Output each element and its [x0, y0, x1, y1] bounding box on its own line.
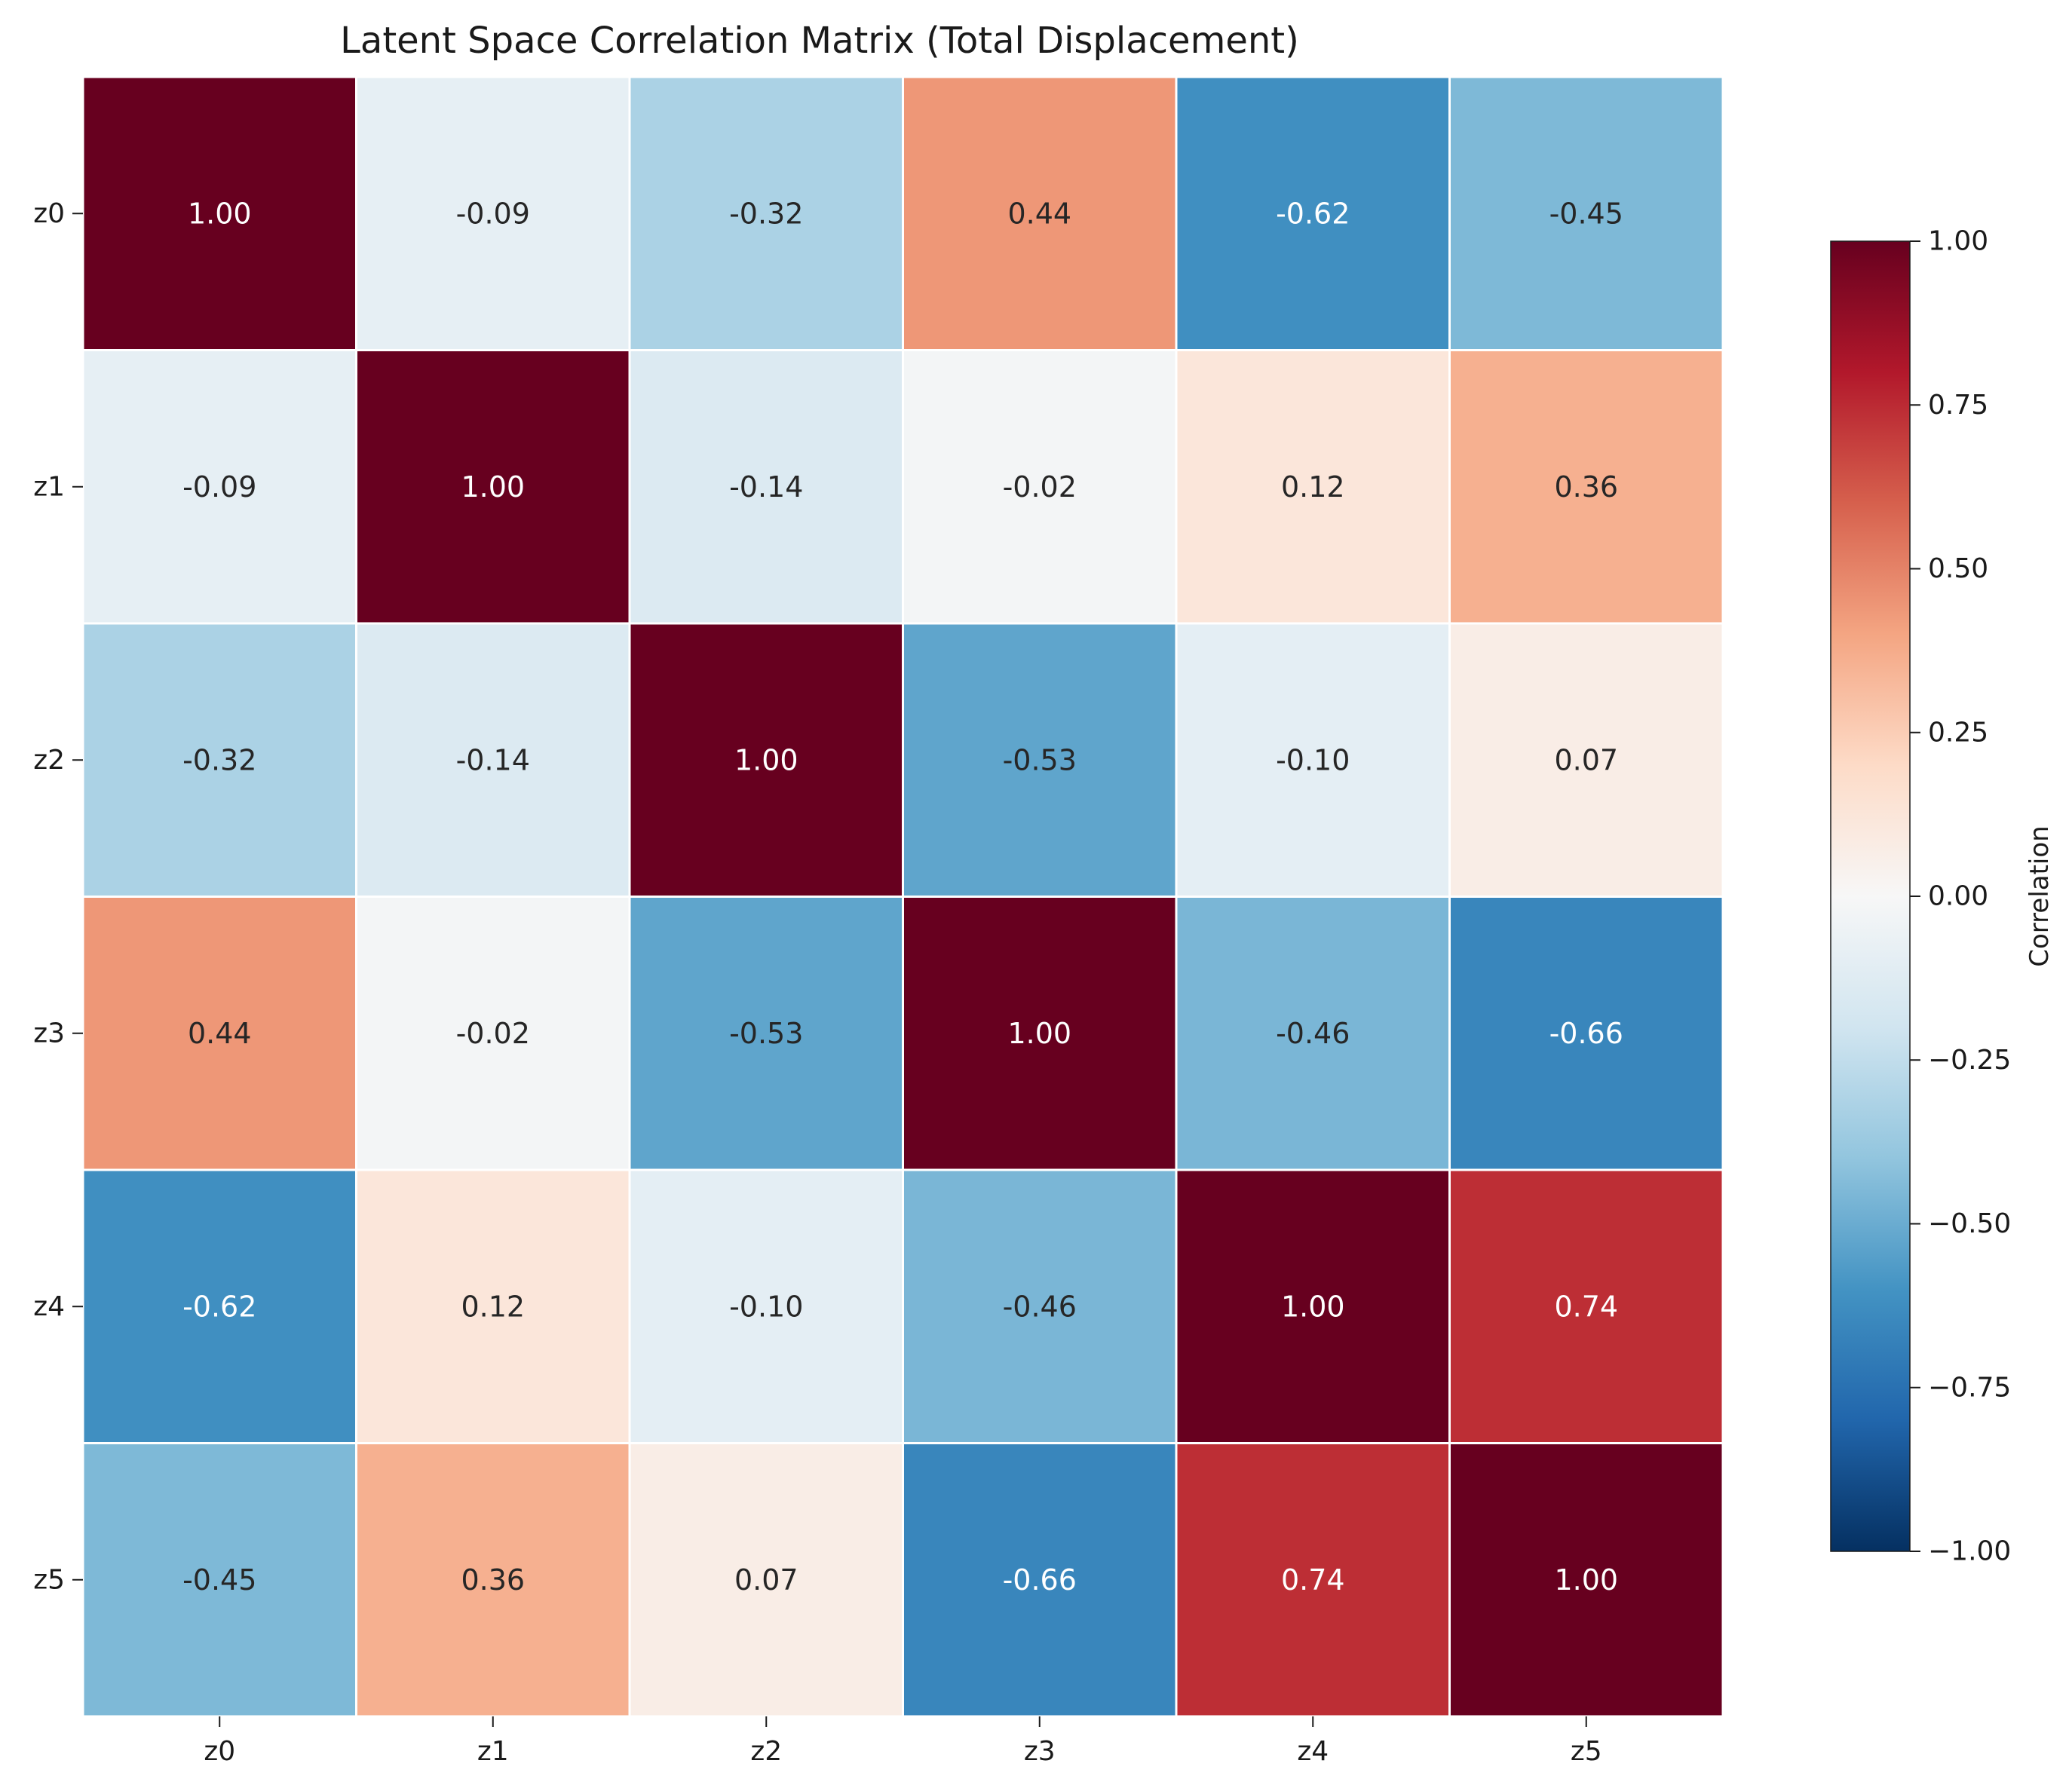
x-tick-label: z3: [1024, 1736, 1056, 1767]
cell-value-label: -0.32: [182, 743, 256, 776]
heatmap-cell-z3-z4: [1175, 896, 1451, 1171]
y-tick-label: z1: [33, 471, 65, 502]
cell-value-label: -0.46: [1276, 1017, 1350, 1050]
y-tick-label: z3: [33, 1018, 65, 1049]
cell-value-label: -0.62: [1276, 197, 1350, 230]
cell-value-label: -0.62: [182, 1290, 256, 1323]
heatmap-cell-z4-z0: [81, 1168, 357, 1444]
heatmap-cell-z2-z1: [355, 622, 631, 898]
x-tick-label: z1: [477, 1736, 509, 1767]
heatmap-cell-z0-z5: [1448, 75, 1724, 351]
chart-title: Latent Space Correlation Matrix (Total D…: [340, 20, 1299, 62]
heatmap-cell-z0-z1: [355, 75, 631, 351]
cell-value-label: 0.12: [461, 1290, 525, 1323]
heatmap-cells: [81, 75, 1724, 1718]
heatmap-cell-z5-z5: [1448, 1442, 1724, 1718]
colorbar-tick-label: 0.00: [1928, 881, 1988, 912]
cell-value-label: 1.00: [461, 470, 525, 504]
cell-value-label: 0.74: [1281, 1563, 1345, 1597]
colorbar-tick-label: 1.00: [1928, 226, 1988, 257]
cell-value-label: -0.14: [456, 743, 530, 776]
heatmap-cell-z1-z3: [902, 349, 1178, 625]
heatmap-cell-z2-z0: [81, 622, 357, 898]
heatmap-cell-z3-z0: [81, 896, 357, 1171]
colorbar-tick-label: 0.25: [1928, 717, 1988, 748]
heatmap-cell-z5-z4: [1175, 1442, 1451, 1718]
heatmap-cell-z2-z4: [1175, 622, 1451, 898]
cell-value-label: -0.32: [729, 197, 803, 230]
colorbar: 1.00 0.75 0.50 0.25 0.00 −0.25 −0.50 −0.75 −1.00…: [1830, 226, 2055, 1567]
cell-value-label: 0.36: [461, 1563, 525, 1597]
heatmap-cell-z0-z3: [902, 75, 1178, 351]
cell-value-label: -0.09: [456, 197, 530, 230]
heatmap-cell-z0-z2: [628, 75, 904, 351]
cell-value-label: 0.74: [1554, 1290, 1618, 1323]
heatmap-cell-z4-z3: [902, 1168, 1178, 1444]
cell-value-label: -0.66: [1003, 1563, 1077, 1597]
cell-value-label: -0.66: [1549, 1017, 1623, 1050]
cell-value-label: 0.44: [188, 1017, 252, 1050]
y-axis: z0 z1 z2 z3 z4 z5: [33, 198, 83, 1595]
heatmap-cell-z3-z1: [355, 896, 631, 1171]
heatmap-cell-z4-z4: [1175, 1168, 1451, 1444]
cell-value-label: 0.07: [734, 1563, 798, 1597]
heatmap-cell-z0-z0: [81, 75, 357, 351]
cell-value-label: 1.00: [1281, 1290, 1345, 1323]
x-tick-label: z0: [204, 1736, 235, 1767]
cell-value-label: -0.53: [1003, 743, 1077, 776]
colorbar-ticks: 1.00 0.75 0.50 0.25 0.00 −0.25 −0.50 −0.75 −1.00: [1910, 226, 2011, 1567]
y-tick-label: z4: [33, 1291, 65, 1322]
cell-value-label: -0.45: [182, 1563, 256, 1597]
heatmap-cell-z4-z5: [1448, 1168, 1724, 1444]
x-axis: z0 z1 z2 z3 z4 z5: [204, 1716, 1602, 1767]
colorbar-tick-label: 0.50: [1928, 553, 1988, 584]
cell-value-label: 1.00: [1007, 1017, 1071, 1050]
heatmap-cell-z3-z3: [902, 896, 1178, 1171]
cell-value-label: 1.00: [1554, 1563, 1618, 1597]
y-tick-label: z2: [33, 745, 65, 776]
cell-value-label: 0.36: [1554, 470, 1618, 504]
colorbar-tick-label: 0.75: [1928, 390, 1988, 421]
cell-value-label: -0.46: [1003, 1290, 1077, 1323]
cell-value-label: -0.09: [182, 470, 256, 504]
heatmap-cell-z2-z5: [1448, 622, 1724, 898]
heatmap-cell-z2-z2: [628, 622, 904, 898]
cell-value-label: -0.53: [729, 1017, 803, 1050]
cell-value-label: -0.10: [1276, 743, 1350, 776]
x-tick-label: z2: [750, 1736, 782, 1767]
cell-value-label: 0.12: [1281, 470, 1345, 504]
cell-value-label: 0.44: [1007, 197, 1071, 230]
cell-value-label: 1.00: [734, 743, 798, 776]
heatmap-cell-labels: 1.00 -0.09 -0.32 0.44 -0.62 -0.45 -0.09 1.00 -0.…: [182, 197, 1623, 1597]
colorbar-tick-label: −0.50: [1928, 1208, 2011, 1239]
cell-value-label: -0.02: [1003, 470, 1077, 504]
colorbar-tick-label: −1.00: [1928, 1536, 2011, 1567]
cell-value-label: -0.14: [729, 470, 803, 504]
y-tick-label: z5: [33, 1564, 65, 1595]
cell-value-label: -0.10: [729, 1290, 803, 1323]
x-tick-label: z5: [1571, 1736, 1602, 1767]
cell-value-label: -0.45: [1549, 197, 1623, 230]
heatmap-cell-z0-z4: [1175, 75, 1451, 351]
heatmap-cell-z3-z2: [628, 896, 904, 1171]
colorbar-gradient: [1830, 240, 1911, 1552]
y-tick-label: z0: [33, 198, 65, 229]
x-tick-label: z4: [1297, 1736, 1329, 1767]
cell-value-label: 0.07: [1554, 743, 1618, 776]
colorbar-tick-label: −0.75: [1928, 1372, 2011, 1403]
heatmap-cell-z1-z5: [1448, 349, 1724, 625]
cell-value-label: 1.00: [188, 197, 252, 230]
heatmap-cell-z5-z0: [81, 1442, 357, 1718]
heatmap-cell-z3-z5: [1448, 896, 1724, 1171]
colorbar-tick-label: −0.25: [1928, 1045, 2011, 1076]
colorbar-label: Correlation: [2024, 825, 2055, 966]
heatmap-cell-z1-z1: [355, 349, 631, 625]
heatmap-cell-z2-z3: [902, 622, 1178, 898]
heatmap-cell-z4-z2: [628, 1168, 904, 1444]
cell-value-label: -0.02: [456, 1017, 530, 1050]
